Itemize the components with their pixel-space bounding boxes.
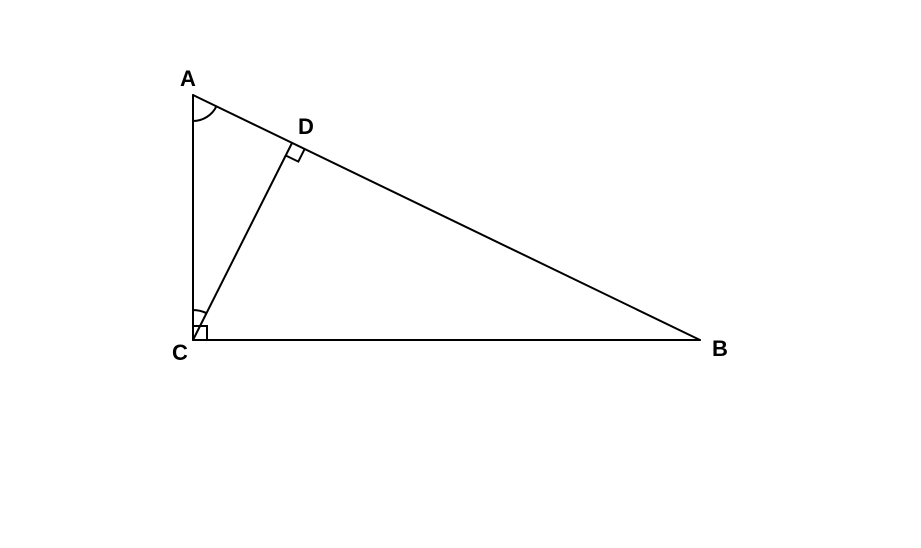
vertex-label-A: A <box>180 66 196 91</box>
vertex-label-D: D <box>298 114 314 139</box>
angle-arc-C <box>193 310 206 313</box>
triangle-diagram: A B C D <box>0 0 921 548</box>
edge-C-D <box>193 143 292 340</box>
edges-layer <box>193 95 700 340</box>
vertex-label-B: B <box>712 336 728 361</box>
angle-arc-A <box>193 106 216 121</box>
edge-A-B <box>193 95 700 340</box>
vertex-label-C: C <box>172 340 188 365</box>
